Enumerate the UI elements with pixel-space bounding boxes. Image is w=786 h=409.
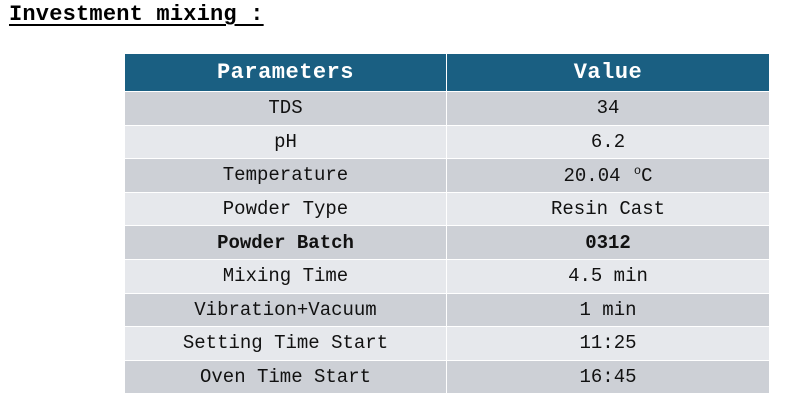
table-row: Setting Time Start 11:25	[124, 326, 770, 361]
temperature-value: 20.04	[563, 164, 621, 187]
table-row: Temperature 20.04 oC	[124, 158, 770, 193]
parameter-cell: pH	[124, 124, 447, 160]
value-cell: 0312	[446, 225, 770, 260]
value-cell: 11:25	[446, 326, 770, 361]
value-cell: 6.2	[446, 124, 770, 160]
value-cell: Resin Cast	[446, 191, 770, 227]
table-row: TDS 34	[124, 91, 770, 126]
temperature-unit: C	[641, 164, 653, 187]
parameters-table: Parameters Value TDS 34 pH 6.2 Temperatu…	[124, 53, 770, 395]
page-title: Investment mixing :	[9, 2, 264, 27]
table-row: Powder Batch 0312	[124, 225, 770, 260]
parameter-cell: Vibration+Vacuum	[124, 292, 447, 328]
value-cell: 1 min	[446, 292, 770, 328]
table-row: Oven Time Start 16:45	[124, 359, 770, 395]
parameter-cell: Powder Type	[124, 191, 447, 227]
value-cell: 20.04 oC	[446, 158, 770, 193]
temperature-unit-degree: o	[633, 163, 642, 178]
parameter-cell: Powder Batch	[124, 225, 447, 260]
header-value: Value	[446, 53, 770, 92]
parameter-cell: Oven Time Start	[124, 359, 447, 395]
value-cell: 16:45	[446, 359, 770, 395]
parameter-cell: TDS	[124, 91, 447, 126]
table-row: Mixing Time 4.5 min	[124, 258, 770, 294]
value-cell: 4.5 min	[446, 258, 770, 294]
table-row: pH 6.2	[124, 124, 770, 160]
table-header-row: Parameters Value	[124, 53, 770, 92]
table-row: Powder Type Resin Cast	[124, 191, 770, 227]
value-cell: 34	[446, 91, 770, 126]
table-row: Vibration+Vacuum 1 min	[124, 292, 770, 328]
parameter-cell: Mixing Time	[124, 258, 447, 294]
parameter-cell: Temperature	[124, 158, 447, 193]
header-parameters: Parameters	[124, 53, 447, 92]
parameter-cell: Setting Time Start	[124, 326, 447, 361]
